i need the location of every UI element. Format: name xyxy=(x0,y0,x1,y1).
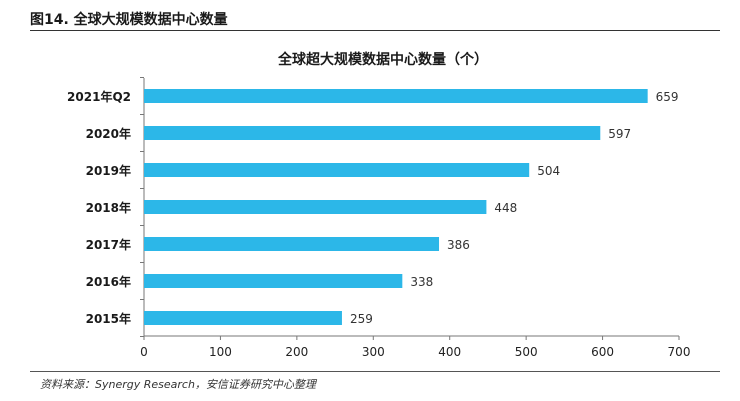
x-tick-label: 300 xyxy=(362,345,385,359)
caption-divider xyxy=(30,30,720,31)
bar xyxy=(144,200,487,214)
source-note: 资料来源：Synergy Research，安信证券研究中心整理 xyxy=(40,378,316,391)
chart-title: 全球超大规模数据中心数量（个） xyxy=(277,51,488,68)
y-category-label: 2019年 xyxy=(86,163,131,178)
x-tick-label: 600 xyxy=(591,345,614,359)
bar-chart: 全球超大规模数据中心数量（个） 0 100 200 300 400 500 600 700 20… xyxy=(67,51,691,359)
x-tick-label: 100 xyxy=(209,345,232,359)
bar xyxy=(144,89,648,103)
y-category-label: 2016年 xyxy=(86,274,131,289)
source-divider xyxy=(30,371,720,372)
y-category-label: 2020年 xyxy=(86,126,131,141)
y-category-label: 2018年 xyxy=(86,200,131,215)
bar-value-label: 386 xyxy=(447,238,470,252)
x-tick-label: 400 xyxy=(438,345,461,359)
bar-value-label: 259 xyxy=(350,312,373,326)
y-category-label: 2017年 xyxy=(86,237,131,252)
plot-area: 0 100 200 300 400 500 600 700 2021年Q2 659 2020年 597… xyxy=(67,77,691,359)
bar-value-label: 504 xyxy=(537,164,560,178)
bar xyxy=(144,274,403,288)
bar xyxy=(144,126,601,140)
x-tick-label: 500 xyxy=(515,345,538,359)
bar xyxy=(144,237,440,251)
bar xyxy=(144,311,342,325)
x-tick-label: 0 xyxy=(140,345,148,359)
bar-value-label: 659 xyxy=(656,90,679,104)
bar-value-label: 338 xyxy=(410,275,433,289)
figure-caption: 图14. 全球大规模数据中心数量 xyxy=(30,12,228,28)
bar xyxy=(144,163,530,177)
x-tick-label: 700 xyxy=(668,345,691,359)
bar-value-label: 597 xyxy=(608,127,631,141)
bar-value-label: 448 xyxy=(494,201,517,215)
y-category-label: 2021年Q2 xyxy=(67,89,131,104)
x-tick-label: 200 xyxy=(285,345,308,359)
y-category-label: 2015年 xyxy=(86,311,131,326)
